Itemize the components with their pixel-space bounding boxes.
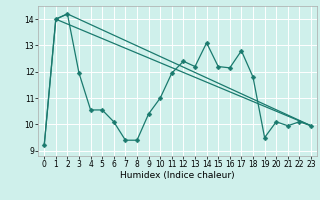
- X-axis label: Humidex (Indice chaleur): Humidex (Indice chaleur): [120, 171, 235, 180]
